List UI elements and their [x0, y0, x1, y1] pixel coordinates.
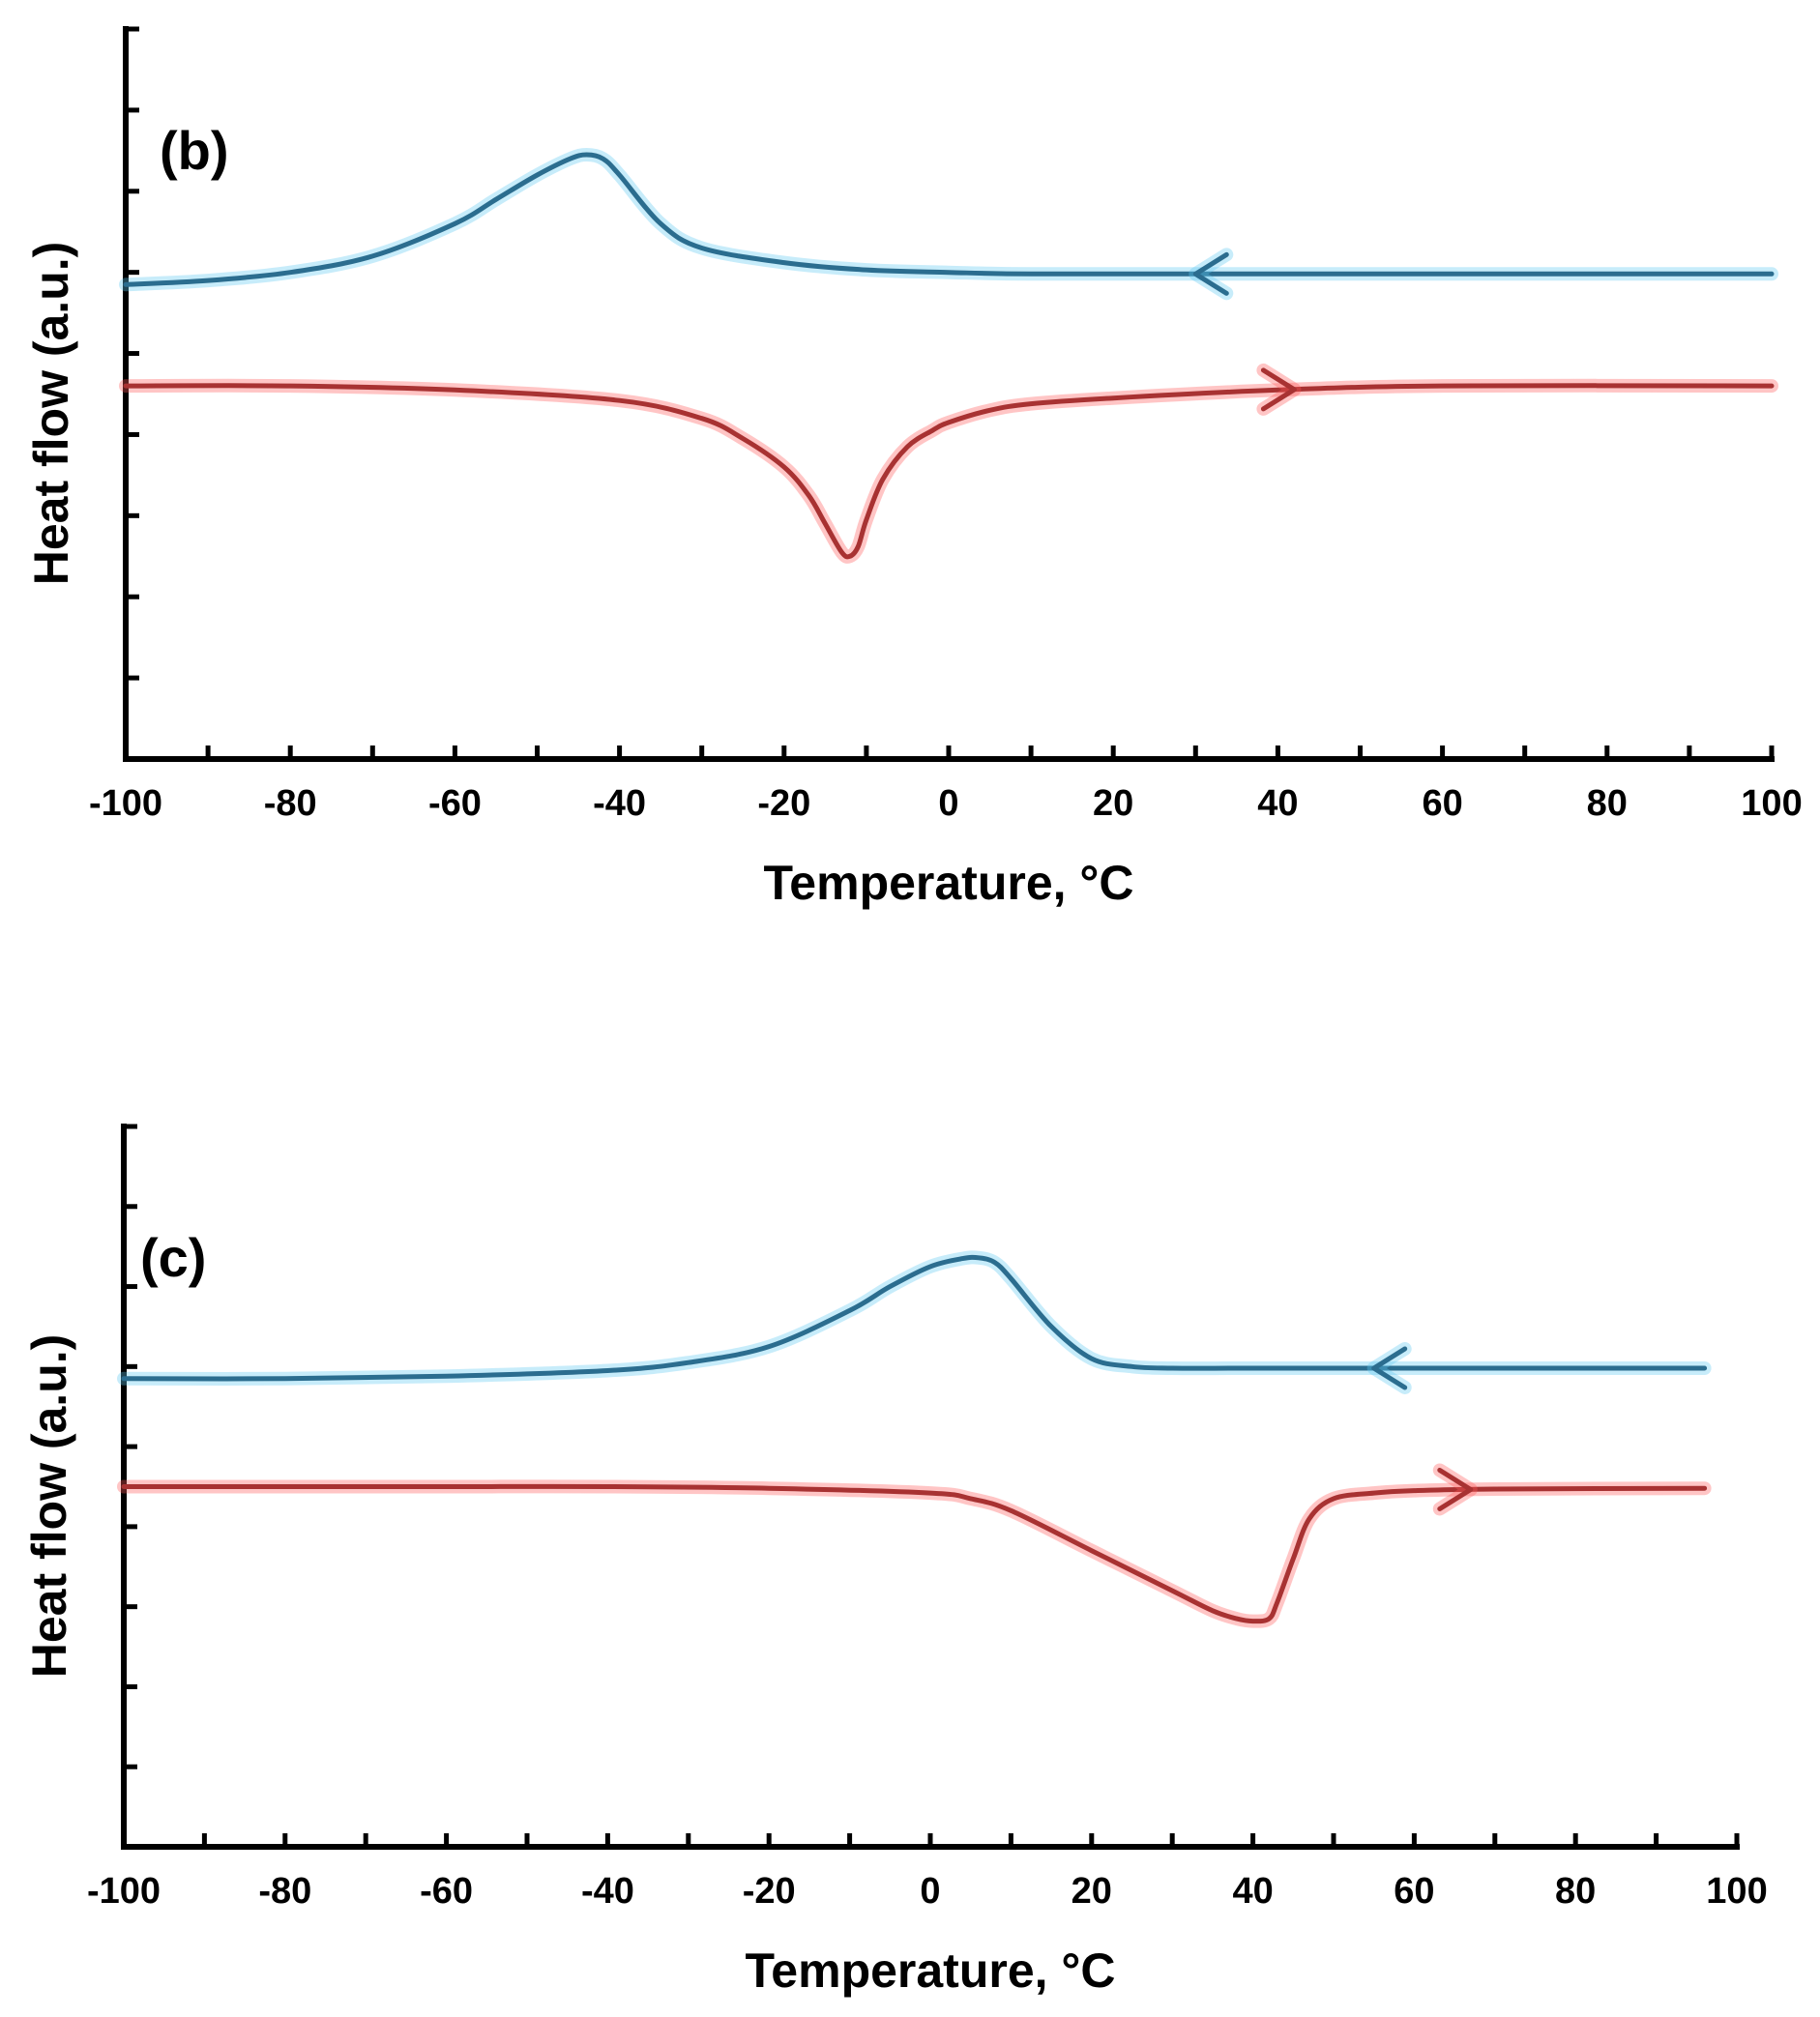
x-tick-label: 80: [1587, 783, 1628, 824]
cooling-arrow-icon: [1192, 251, 1229, 296]
x-tick-label: -40: [581, 1871, 634, 1912]
series-line-glow: [119, 378, 1778, 564]
x-tick-label: -100: [87, 1871, 161, 1912]
x-tick-label: -40: [593, 783, 646, 824]
y-axis-title: Heat flow (a.u.): [22, 1334, 76, 1679]
series-line: [123, 152, 1775, 287]
series-line: [123, 383, 1775, 560]
x-tick-label: 0: [920, 1871, 940, 1912]
chart-panel-c: -100 -80 -60 -40 -20 0 20 40 60 80 100 Temperature,…: [22, 1124, 1768, 1998]
x-tick-label: -20: [743, 1871, 796, 1912]
series-line: [121, 1483, 1708, 1624]
chart-panel-b: -100 -80 -60 -40 -20 0 20 40 60 80 100 Temperature,…: [24, 26, 1803, 910]
x-tick-label: 40: [1232, 1871, 1273, 1912]
series-line-glow: [117, 1479, 1712, 1628]
panel-label: (b): [160, 120, 229, 181]
x-tick-label: 60: [1422, 783, 1462, 824]
x-tick-label: 60: [1394, 1871, 1434, 1912]
series-line-glow: [119, 148, 1778, 292]
x-tick-label: -80: [264, 783, 317, 824]
x-tick-label: 20: [1093, 783, 1133, 824]
x-tick-label: 100: [1706, 1871, 1767, 1912]
x-tick-label: 100: [1741, 783, 1802, 824]
y-axis-title: Heat flow (a.u.): [24, 242, 78, 586]
x-tick-label: -60: [428, 783, 482, 824]
panel-label: (c): [140, 1227, 206, 1288]
x-tick-label: -60: [420, 1871, 473, 1912]
series-line: [121, 1254, 1708, 1382]
x-axis-title: Temperature, °C: [745, 1944, 1115, 1998]
x-tick-label: 40: [1257, 783, 1298, 824]
x-tick-label: 0: [938, 783, 958, 824]
cooling-arrow-icon: [1371, 1346, 1408, 1390]
x-tick-label: -100: [89, 783, 162, 824]
x-tick-label: -80: [258, 1871, 311, 1912]
x-tick-label: 80: [1555, 1871, 1596, 1912]
x-axis-title: Temperature, °C: [763, 856, 1133, 910]
x-tick-label: -20: [757, 783, 810, 824]
heating-arrow-icon: [1437, 1467, 1474, 1511]
x-tick-label: 20: [1071, 1871, 1112, 1912]
heating-arrow-icon: [1260, 367, 1297, 412]
